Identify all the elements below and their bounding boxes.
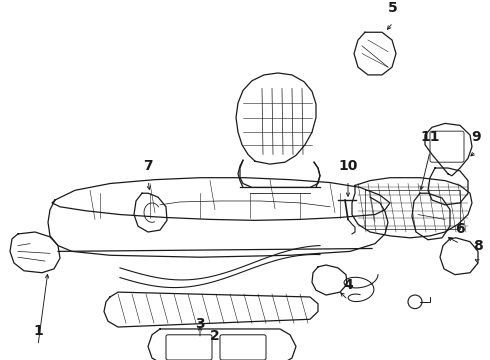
Text: 6: 6 bbox=[455, 222, 465, 236]
Text: 2: 2 bbox=[210, 329, 220, 343]
Circle shape bbox=[408, 295, 422, 309]
FancyBboxPatch shape bbox=[220, 335, 266, 360]
Text: 11: 11 bbox=[420, 130, 440, 144]
Text: 4: 4 bbox=[343, 278, 353, 292]
Text: 8: 8 bbox=[473, 239, 483, 253]
Text: 7: 7 bbox=[143, 159, 153, 173]
Text: 1: 1 bbox=[33, 324, 43, 338]
Text: 10: 10 bbox=[338, 159, 358, 173]
FancyBboxPatch shape bbox=[430, 131, 464, 162]
FancyBboxPatch shape bbox=[166, 335, 212, 360]
Text: 5: 5 bbox=[388, 1, 398, 15]
Text: 9: 9 bbox=[471, 130, 481, 144]
Text: 3: 3 bbox=[195, 317, 205, 331]
